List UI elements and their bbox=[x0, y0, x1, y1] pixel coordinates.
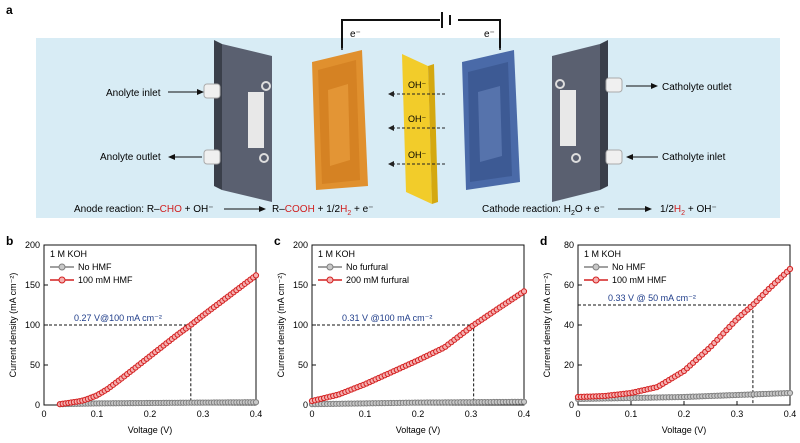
cathode-reaction: Cathode reaction: H2O + e⁻ bbox=[482, 204, 605, 217]
x-tick-label: 0.1 bbox=[91, 409, 104, 419]
x-tick-label: 0.4 bbox=[518, 409, 531, 419]
series-control bbox=[308, 398, 528, 408]
x-tick-label: 0.3 bbox=[465, 409, 478, 419]
callout-guide bbox=[578, 304, 754, 405]
x-tick-label: 0 bbox=[309, 409, 314, 419]
legend-label: No HMF bbox=[78, 262, 112, 272]
data-point bbox=[520, 398, 528, 405]
cathode-end-plate bbox=[552, 40, 623, 202]
catholyte-outlet-label: Catholyte outlet bbox=[662, 82, 732, 93]
chart-c: c 0 0.1 0.2 0.3 0.4 0 50 100 150 200 Voltage (V) Cur… bbox=[274, 234, 531, 435]
y-axis-label: Current density (mA cm⁻²) bbox=[276, 273, 286, 378]
y-tick-label: 80 bbox=[564, 240, 574, 250]
y-tick-label: 150 bbox=[293, 280, 308, 290]
x-tick-label: 0.2 bbox=[144, 409, 157, 419]
anolyte-inlet-label: Anolyte inlet bbox=[106, 88, 161, 99]
data-point bbox=[786, 265, 794, 273]
legend-label: No furfural bbox=[346, 262, 388, 272]
anode-end-plate bbox=[203, 40, 272, 202]
series-substrate bbox=[56, 272, 260, 408]
y-axis-label: Current density (mA cm⁻²) bbox=[542, 273, 552, 378]
anode-reaction: Anode reaction: R–CHO + OH⁻ bbox=[74, 204, 214, 215]
data-point bbox=[786, 389, 794, 397]
callout-label: 0.33 V @ 50 mA cm⁻² bbox=[608, 293, 696, 303]
legend-label: No HMF bbox=[612, 262, 646, 272]
series-substrate bbox=[308, 288, 528, 405]
y-tick-label: 20 bbox=[564, 360, 574, 370]
anolyte-outlet-label: Anolyte outlet bbox=[100, 152, 161, 163]
y-tick-label: 40 bbox=[564, 320, 574, 330]
membrane bbox=[402, 54, 432, 204]
x-tick-label: 0.3 bbox=[731, 409, 744, 419]
data-point bbox=[520, 288, 528, 295]
anode-electrode bbox=[312, 50, 368, 190]
x-tick-label: 0.4 bbox=[250, 409, 263, 419]
panel-letter-c: c bbox=[274, 234, 281, 248]
legend-marker bbox=[592, 263, 600, 271]
y-tick-label: 0 bbox=[303, 400, 308, 410]
y-axis-label: Current density (mA cm⁻²) bbox=[8, 273, 18, 378]
y-tick-label: 200 bbox=[25, 240, 40, 250]
legend-marker bbox=[326, 263, 334, 271]
oh-label-3: OH⁻ bbox=[408, 150, 427, 160]
hydroxide-arrows bbox=[392, 93, 446, 165]
condition-label: 1 M KOH bbox=[318, 249, 355, 259]
cathode-reaction-products: 1/2H2 + OH⁻ bbox=[660, 204, 717, 217]
panel-letter-b: b bbox=[6, 234, 13, 248]
panel-letter-a: a bbox=[6, 3, 13, 17]
electron-label-left: e⁻ bbox=[350, 29, 361, 40]
y-tick-label: 200 bbox=[293, 240, 308, 250]
legend-label: 100 mM HMF bbox=[78, 275, 133, 285]
catholyte-inlet-label: Catholyte inlet bbox=[662, 152, 726, 163]
x-tick-label: 0.4 bbox=[784, 409, 797, 419]
x-tick-label: 0.1 bbox=[359, 409, 372, 419]
legend-label: 100 mM HMF bbox=[612, 275, 667, 285]
y-tick-label: 50 bbox=[30, 360, 40, 370]
anode-reaction-products: R–COOH + 1/2H2 + e⁻ bbox=[272, 204, 374, 217]
y-tick-label: 150 bbox=[25, 280, 40, 290]
plot-frame bbox=[577, 244, 791, 406]
data-point bbox=[252, 399, 260, 406]
cathode-electrode bbox=[462, 50, 520, 190]
condition-label: 1 M KOH bbox=[50, 249, 87, 259]
electron-label-right: e⁻ bbox=[484, 29, 495, 40]
electrolyzer-schematic: a e⁻ e⁻ OH⁻ OH⁻ OH⁻ bbox=[6, 3, 780, 218]
x-axis-label: Voltage (V) bbox=[396, 425, 441, 435]
callout-label: 0.27 V@100 mA cm⁻² bbox=[74, 313, 162, 323]
x-tick-label: 0.3 bbox=[197, 409, 210, 419]
oh-label-1: OH⁻ bbox=[408, 80, 427, 90]
series-substrate bbox=[574, 265, 794, 401]
callout-label: 0.31 V @100 mA cm⁻² bbox=[342, 313, 432, 323]
y-tick-label: 100 bbox=[25, 320, 40, 330]
x-tick-label: 0.1 bbox=[625, 409, 638, 419]
series-control bbox=[56, 399, 260, 408]
y-tick-label: 0 bbox=[35, 400, 40, 410]
oh-label-2: OH⁻ bbox=[408, 114, 427, 124]
y-tick-label: 60 bbox=[564, 280, 574, 290]
panel-letter-d: d bbox=[540, 234, 547, 248]
legend-marker bbox=[58, 263, 66, 271]
x-axis-label: Voltage (V) bbox=[128, 425, 173, 435]
callout-guide bbox=[44, 324, 192, 405]
x-tick-label: 0.2 bbox=[412, 409, 425, 419]
x-tick-label: 0 bbox=[41, 409, 46, 419]
x-axis-label: Voltage (V) bbox=[662, 425, 707, 435]
condition-label: 1 M KOH bbox=[584, 249, 621, 259]
y-tick-label: 100 bbox=[293, 320, 308, 330]
chart-b: b 0 0.1 0.2 0.3 0.4 0 50 100 150 200 Voltage (V) Cur… bbox=[6, 234, 263, 435]
x-tick-label: 0 bbox=[575, 409, 580, 419]
y-tick-label: 0 bbox=[569, 400, 574, 410]
data-point bbox=[252, 272, 260, 279]
x-tick-label: 0.2 bbox=[678, 409, 691, 419]
legend-marker bbox=[58, 276, 66, 284]
chart-d: d 0 0.1 0.2 0.3 0.4 0 20 40 60 80 Voltage (V) Curren… bbox=[540, 234, 797, 435]
y-tick-label: 50 bbox=[298, 360, 308, 370]
legend-marker bbox=[592, 276, 600, 284]
legend-marker bbox=[326, 276, 334, 284]
legend-label: 200 mM furfural bbox=[346, 275, 409, 285]
